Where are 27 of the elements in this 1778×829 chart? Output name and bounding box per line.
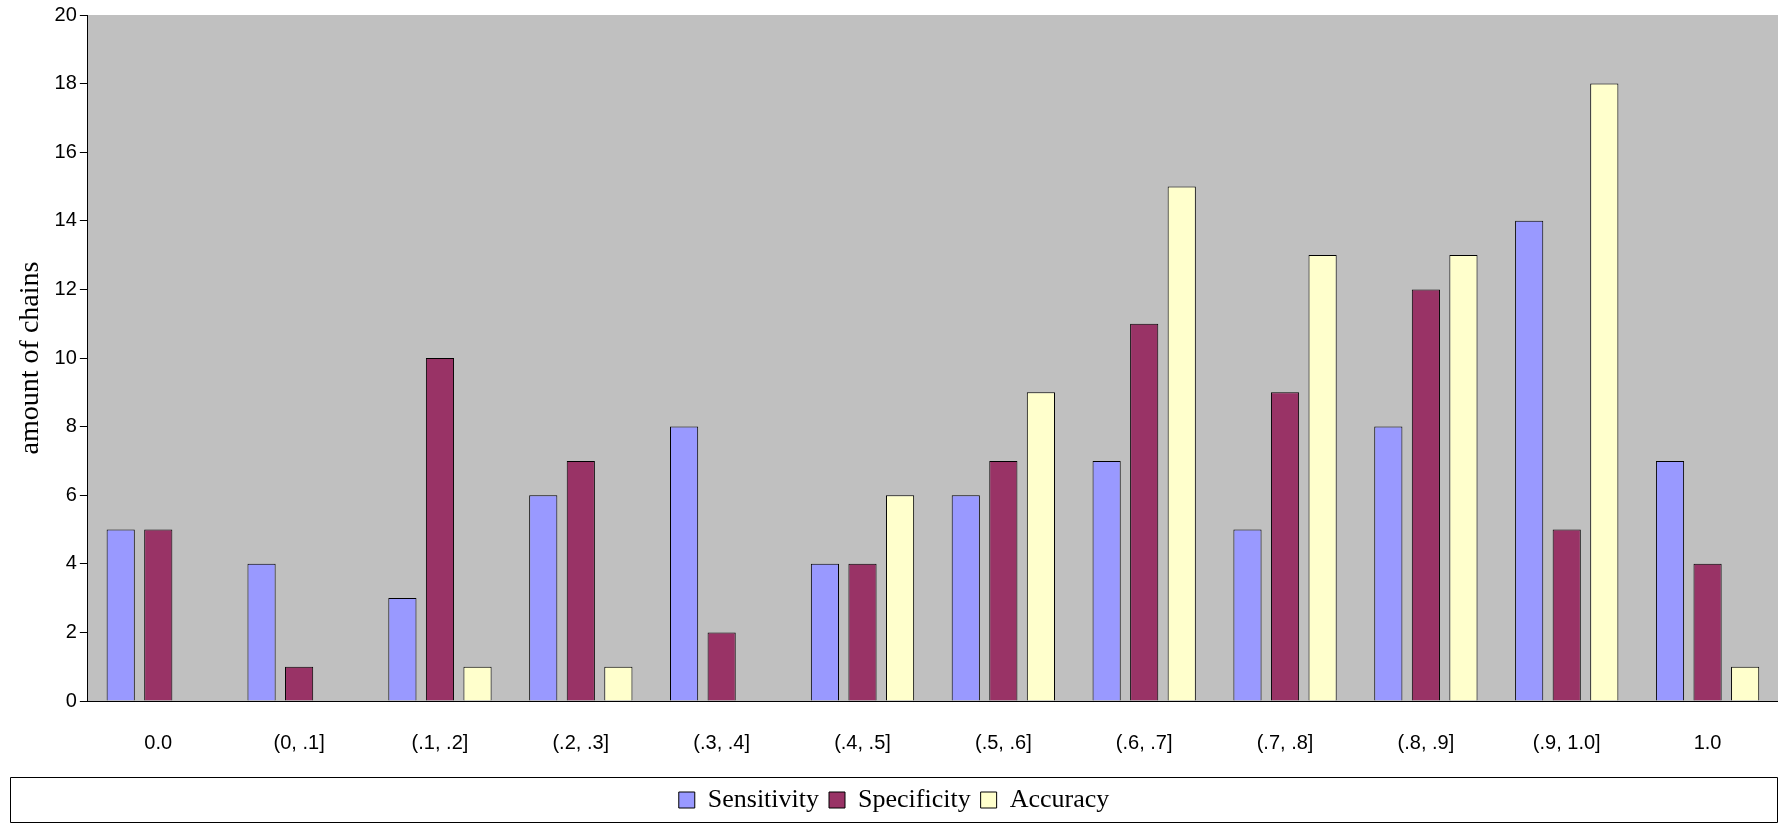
x-tick-label: (.1, .2] — [411, 730, 469, 753]
y-tick-label: 12 — [54, 276, 77, 299]
x-tick-label: (.3, .4] — [693, 730, 751, 753]
x-tick-label: (0, .1] — [273, 730, 325, 753]
x-tick-label: (.6, .7] — [1115, 730, 1173, 753]
x-tick-label: (.8, .9] — [1397, 730, 1455, 753]
x-tick-label: 1.0 — [1693, 730, 1722, 753]
y-tick-label: 16 — [54, 139, 77, 162]
y-tick-label: 14 — [54, 208, 77, 231]
y-tick-label: 4 — [65, 551, 77, 574]
y-tick-label: 2 — [65, 619, 77, 642]
x-tick-label: (.5, .6] — [974, 730, 1032, 753]
legend-label: Accuracy — [1009, 783, 1110, 813]
y-tick-label: 20 — [54, 2, 77, 25]
y-axis-title: amount of chains — [13, 261, 45, 455]
x-tick-label: (.2, .3] — [552, 730, 610, 753]
legend-label: Sensitivity — [707, 783, 820, 813]
x-tick-label: (.9, 1.0] — [1532, 730, 1601, 753]
y-tick-label: 8 — [65, 414, 77, 437]
x-tick-label: 0.0 — [144, 730, 173, 753]
y-tick-label: 10 — [54, 345, 77, 368]
y-tick-label: 6 — [65, 482, 77, 505]
x-tick-label: (.4, .5] — [834, 730, 891, 753]
y-tick-label: 0 — [65, 688, 77, 711]
y-tick-label: 18 — [54, 71, 77, 94]
x-tick-label: (.7, .8] — [1256, 730, 1314, 753]
legend-label: Specificity — [858, 783, 971, 813]
